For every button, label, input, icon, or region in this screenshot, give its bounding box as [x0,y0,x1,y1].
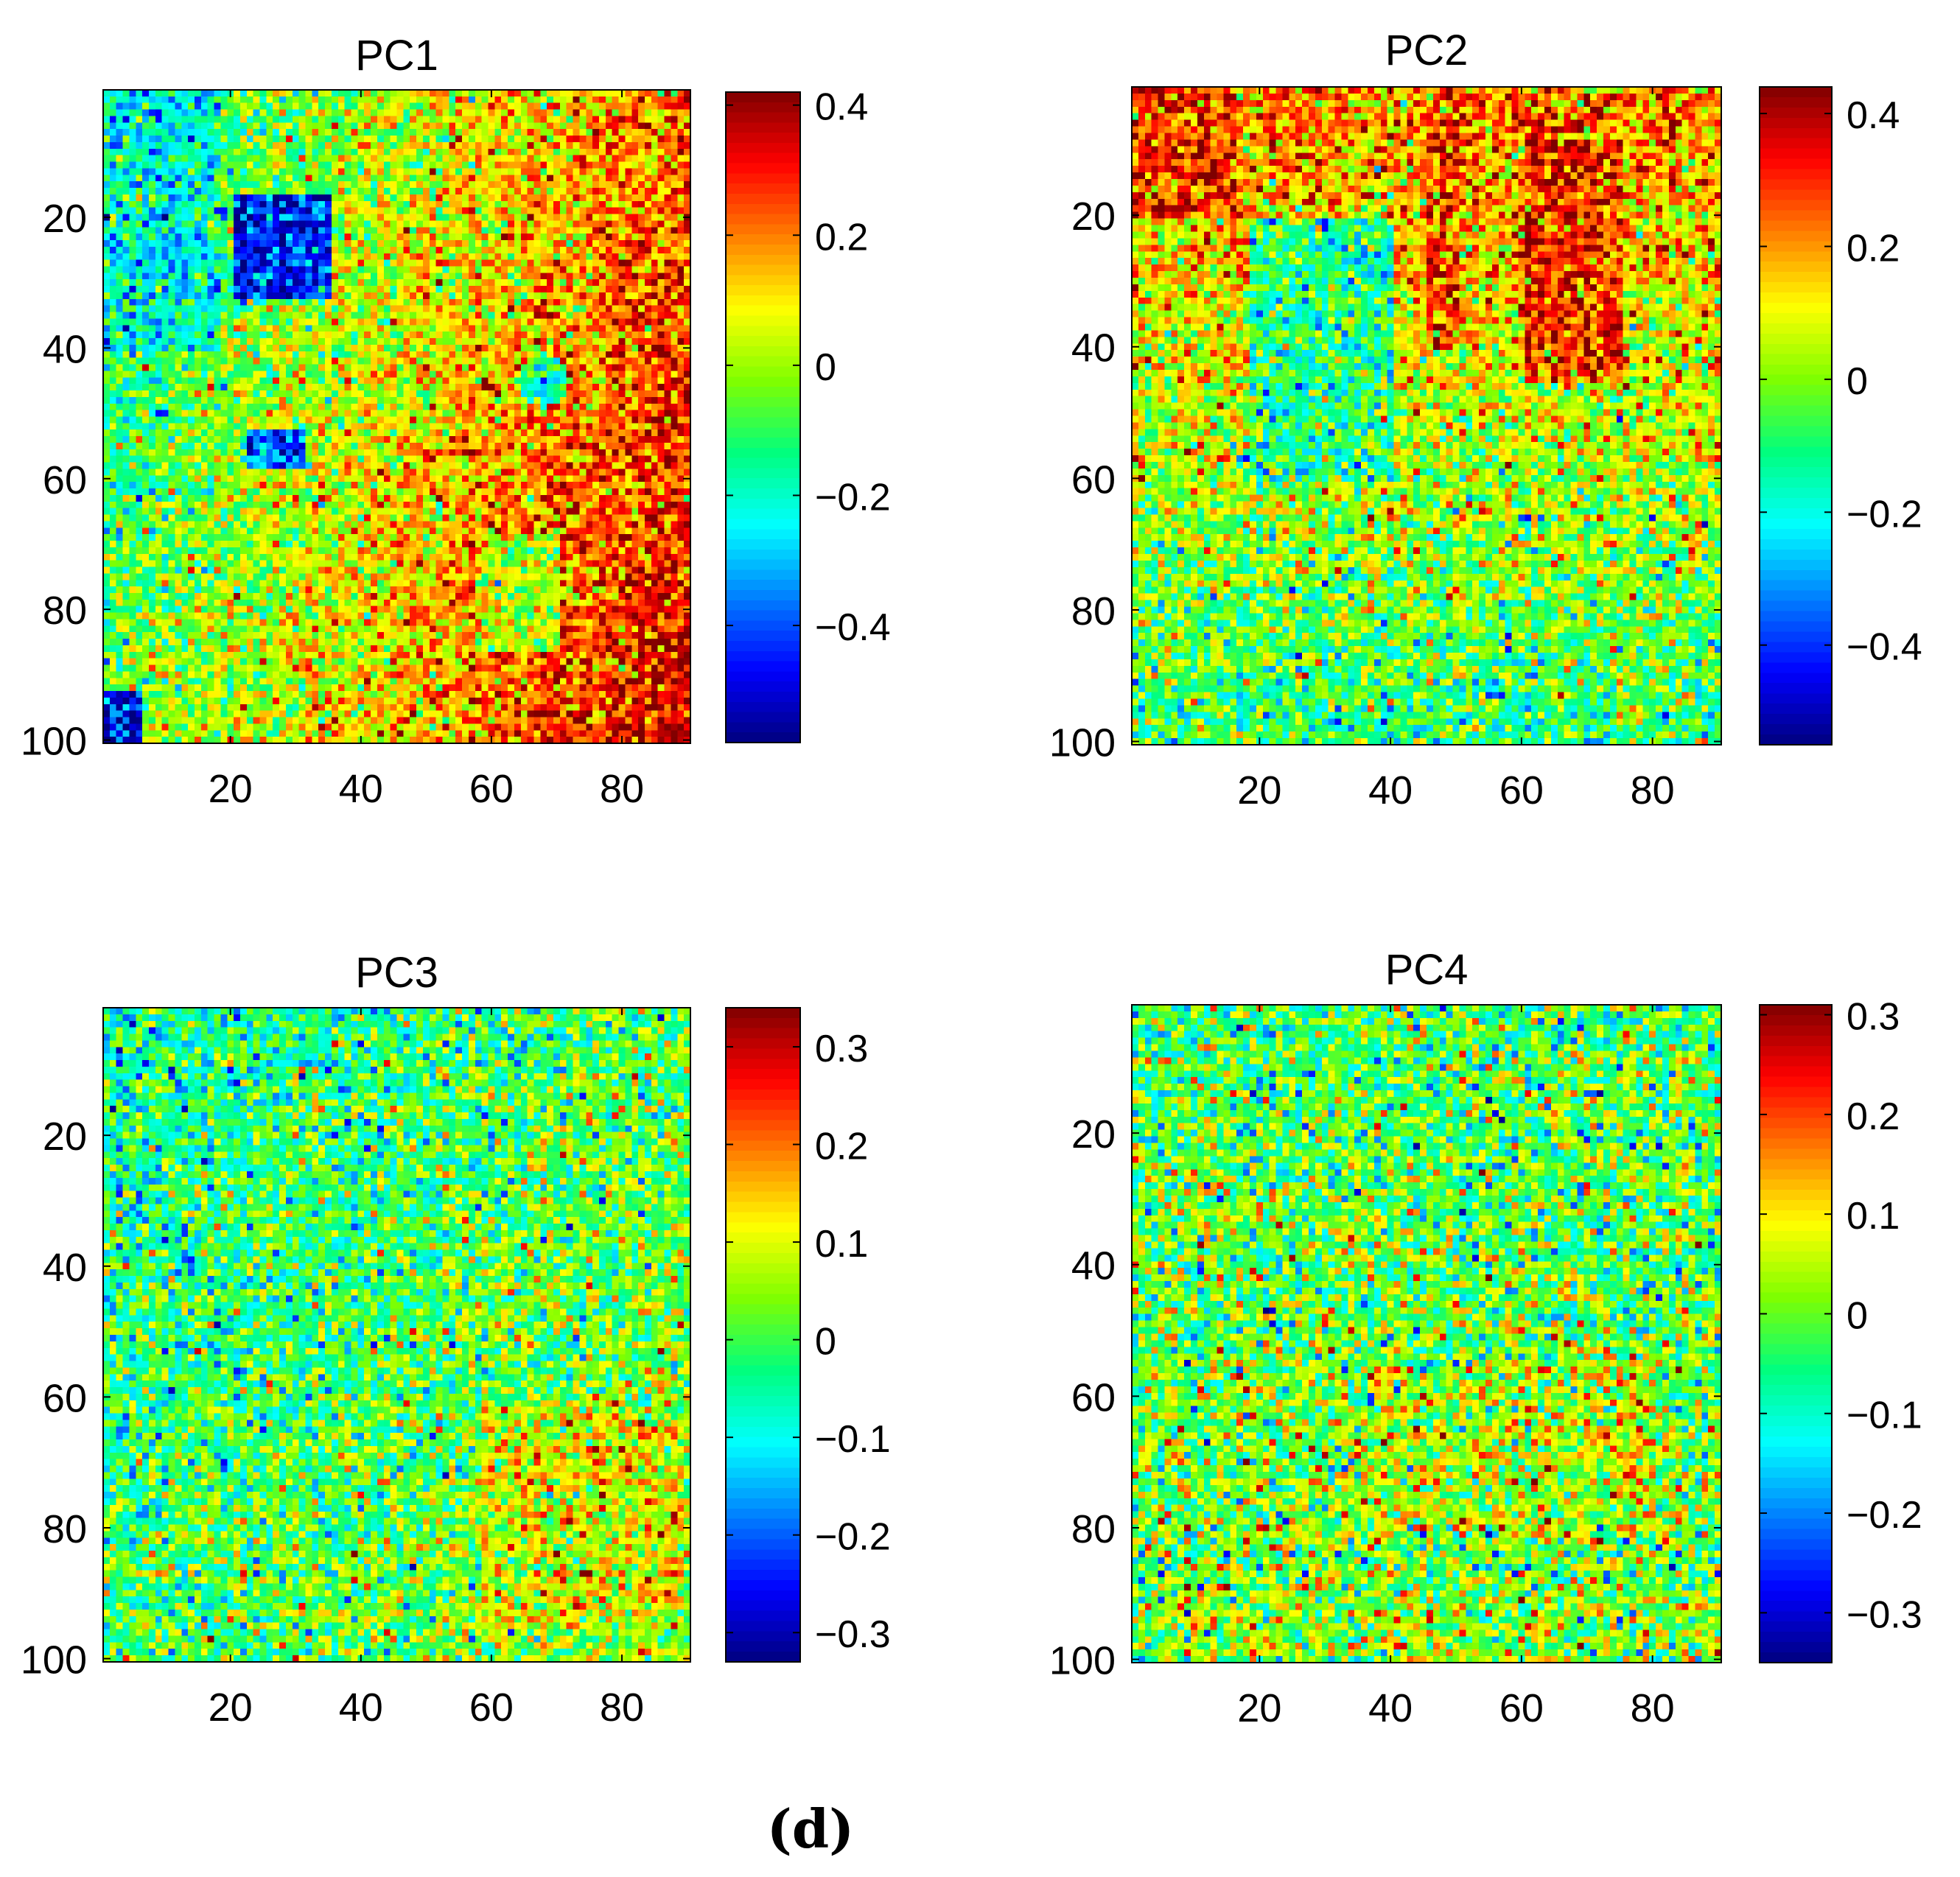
y-tick-label: 80 [1071,589,1116,634]
panel-title: PC2 [1385,27,1469,74]
colorbar-box [1759,1004,1833,1663]
colorbar-tick-label: −0.2 [1847,493,1922,536]
y-tick-label: 20 [1071,194,1116,239]
panel-title: PC4 [1385,946,1469,994]
y-tick-label: 100 [1049,1639,1116,1683]
y-tick-label: 60 [1071,457,1116,502]
colorbar-tick-label: 0.2 [1847,227,1900,270]
x-tick-label: 80 [600,1685,644,1730]
x-tick-label: 40 [1368,1686,1413,1730]
axes-box [102,89,691,744]
colorbar-tick-label: 0.3 [815,1028,868,1070]
colorbar-tick-label: −0.4 [815,606,891,649]
y-tick-label: 20 [43,197,87,241]
x-tick-label: 40 [339,1685,383,1730]
y-tick-label: 20 [1071,1112,1116,1157]
x-tick-label: 60 [469,767,514,811]
colorbar-tick-label: 0 [815,1321,836,1364]
colorbar-tick-label: 0.1 [1847,1195,1900,1238]
colorbar-tick-label: 0.2 [815,216,868,259]
y-tick-label: 80 [43,589,87,633]
y-tick-label: 100 [21,1638,87,1683]
colorbar-tick-label: 0 [815,346,836,389]
heatmap-image [103,1008,690,1662]
x-tick-label: 60 [1499,768,1544,813]
x-tick-label: 20 [1237,1686,1281,1730]
heatmap-image [103,90,690,743]
colorbar-box [725,1007,801,1663]
colorbar-tick-label: −0.2 [1847,1494,1922,1537]
colorbar [1760,87,1832,745]
colorbar-tick-label: 0.3 [1847,996,1900,1039]
colorbar [726,1008,800,1662]
y-tick-label: 40 [1071,326,1116,371]
colorbar-tick-label: 0.2 [815,1126,868,1168]
y-tick-label: 100 [1049,721,1116,765]
x-tick-label: 40 [1368,768,1413,813]
y-tick-label: 80 [1071,1507,1116,1551]
y-tick-label: 40 [1071,1244,1116,1288]
y-tick-label: 40 [43,327,87,371]
colorbar-tick-label: −0.3 [815,1613,891,1656]
panel-pc2: PC2 20 40 60 80 20 40 60 80 100 0.4 0.2 0 −0.2 −0.4 [1049,27,1922,813]
colorbar-tick-label: −0.1 [815,1418,891,1461]
colorbar-tick-label: −0.4 [1847,626,1922,669]
colorbar-tick-label: 0 [1847,360,1868,403]
x-tick-label: 20 [209,767,253,811]
y-tick-label: 60 [1071,1375,1116,1420]
axes-box [1131,1004,1722,1663]
colorbar-tick-label: −0.2 [815,476,891,519]
x-tick-label: 80 [1631,1686,1675,1730]
colorbar-tick-label: 0.4 [1847,94,1900,137]
y-tick-label: 40 [43,1246,87,1290]
panel-pc3: PC3 20 40 60 80 20 40 60 80 100 0.3 0.2 0.1 0 −0.1 −0.2… [21,949,891,1730]
panel-pc1: PC1 20 40 60 80 20 40 60 80 100 0.4 0.2 0 −0.2 −0.4 [21,32,891,811]
x-tick-label: 40 [339,767,383,811]
colorbar-tick-label: −0.2 [815,1516,891,1559]
colorbar-tick-label: 0.1 [815,1223,868,1266]
y-tick-label: 80 [43,1507,87,1551]
x-tick-label: 60 [469,1685,514,1730]
x-tick-label: 60 [1499,1686,1544,1730]
figure-caption: (d) [766,1797,855,1860]
x-tick-label: 20 [1237,768,1281,813]
colorbar-box [725,91,801,743]
y-tick-label: 60 [43,458,87,502]
colorbar [1760,1005,1832,1663]
colorbar-box [1759,86,1833,745]
axes-box [102,1007,691,1663]
panel-pc4: PC4 20 40 60 80 20 40 60 80 100 0.3 0.2 0.1 0 −0.1 −0.2… [1049,946,1922,1730]
x-tick-label: 80 [1631,768,1675,813]
axes-box [1131,86,1722,745]
y-tick-label: 100 [21,720,87,764]
panel-title: PC1 [355,32,438,80]
panel-title: PC3 [355,949,438,997]
colorbar-tick-label: −0.3 [1847,1593,1922,1636]
y-tick-label: 20 [43,1115,87,1159]
x-tick-label: 80 [600,767,644,811]
heatmap-image [1132,87,1721,745]
colorbar-tick-label: 0.4 [815,86,868,129]
colorbar-tick-label: 0 [1847,1294,1868,1337]
y-tick-label: 60 [43,1376,87,1420]
heatmap-image [1132,1005,1721,1663]
colorbar-tick-label: 0.2 [1847,1095,1900,1138]
x-tick-label: 20 [209,1685,253,1730]
colorbar-tick-label: −0.1 [1847,1394,1922,1437]
colorbar [726,92,800,743]
